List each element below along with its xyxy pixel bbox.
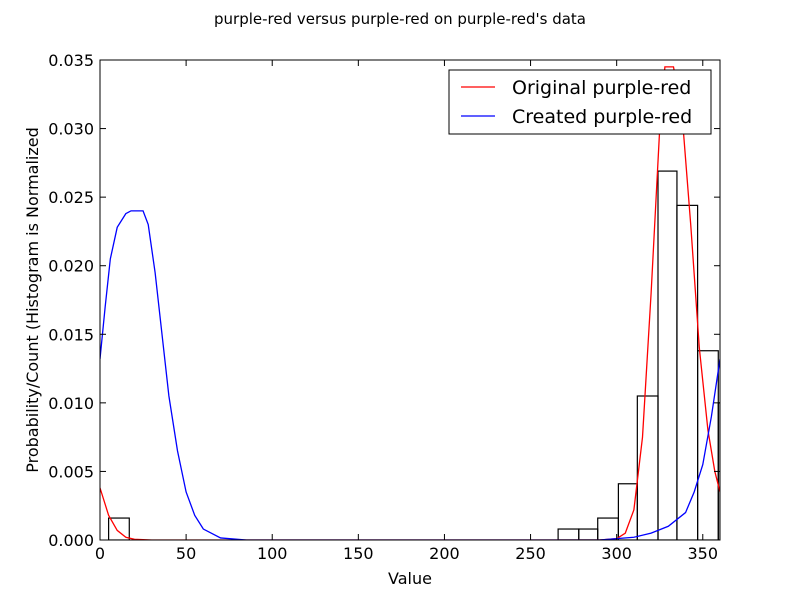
- series-line: [100, 66, 720, 540]
- plot-frame: [99, 59, 721, 541]
- y-tick-label: 0.000: [48, 531, 94, 550]
- histogram-bar: [657, 170, 678, 540]
- x-tick-label: 0: [95, 544, 105, 563]
- histogram-bar: [578, 528, 599, 540]
- histogram-bar: [617, 483, 638, 540]
- plot-area: [100, 66, 720, 540]
- y-tick-label: 0.025: [48, 188, 94, 207]
- x-tick-label: 150: [343, 544, 374, 563]
- legend-box: [448, 69, 712, 135]
- legend: Original purple-red Created purple-red: [448, 69, 712, 135]
- histogram-bar: [636, 395, 659, 540]
- x-tick-label: 300: [601, 544, 632, 563]
- y-axis-label: Probability/Count (Histogram is Normaliz…: [23, 127, 42, 473]
- x-tick-label: 100: [257, 544, 288, 563]
- x-tick-label: 250: [515, 544, 546, 563]
- axis-ticks: 0 50 100 150 200 250 300 350 0.000 0.005 0.010 0.01…: [48, 51, 720, 563]
- histogram-bar: [557, 528, 580, 540]
- y-tick-label: 0.015: [48, 325, 94, 344]
- histogram-bar: [697, 350, 719, 540]
- y-tick-label: 0.030: [48, 120, 94, 139]
- y-tick-label: 0.010: [48, 394, 94, 413]
- plot-content: [100, 66, 720, 540]
- x-tick-label: 200: [429, 544, 460, 563]
- y-tick-label: 0.035: [48, 51, 94, 70]
- legend-label: Original purple-red: [512, 77, 691, 99]
- x-tick-label: 50: [176, 544, 196, 563]
- y-tick-label: 0.020: [48, 257, 94, 276]
- x-tick-label: 350: [688, 544, 719, 563]
- x-axis-label: Value: [388, 569, 432, 588]
- legend-label: Created purple-red: [512, 106, 692, 128]
- histogram-bar: [597, 517, 619, 540]
- series-line: [100, 210, 720, 540]
- chart-title: purple-red versus purple-red on purple-r…: [214, 10, 586, 28]
- y-tick-label: 0.005: [48, 462, 94, 481]
